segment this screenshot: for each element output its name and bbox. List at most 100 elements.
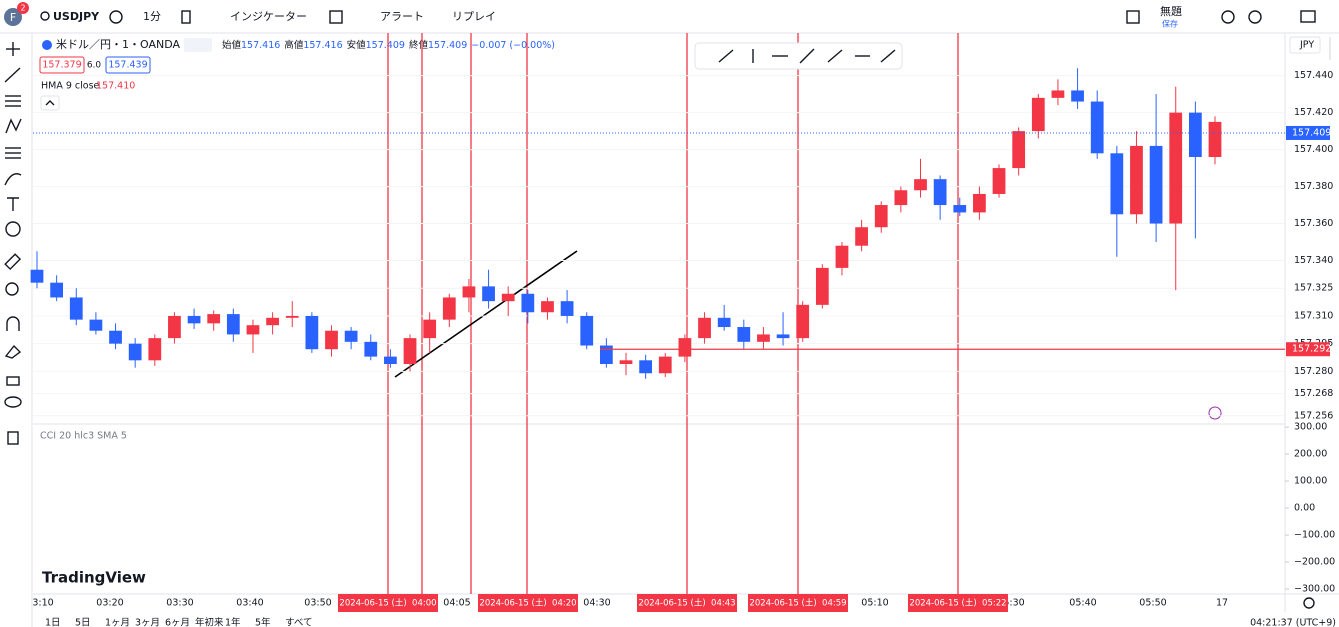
alert[interactable]: アラート bbox=[380, 10, 424, 23]
candle-body bbox=[855, 227, 868, 246]
symbol[interactable]: USDJPY bbox=[53, 10, 100, 23]
candle-body bbox=[325, 330, 338, 350]
cci-tick-label: 100.00 bbox=[1294, 476, 1327, 487]
range-button[interactable]: 年初来 bbox=[195, 617, 224, 627]
candle-body bbox=[403, 338, 417, 365]
candle-body bbox=[1012, 131, 1026, 169]
candle-body bbox=[658, 356, 672, 374]
range-button[interactable]: 1ヶ月 bbox=[105, 618, 130, 627]
candle-body bbox=[305, 315, 319, 350]
avatar[interactable] bbox=[4, 8, 22, 26]
chart-type[interactable] bbox=[181, 10, 191, 24]
y-tick-label: 157.400 bbox=[1294, 144, 1333, 155]
range-button[interactable]: 1日 bbox=[45, 618, 61, 627]
candle-body bbox=[50, 282, 64, 298]
snapshot[interactable] bbox=[1300, 10, 1316, 23]
candle-body bbox=[580, 315, 594, 346]
vertical-lines bbox=[387, 33, 959, 594]
candle-body bbox=[187, 315, 201, 324]
candle-body bbox=[1169, 112, 1183, 224]
indicators[interactable]: インジケーター bbox=[230, 10, 307, 23]
candle-body bbox=[384, 356, 397, 365]
ask: 157.439 bbox=[108, 60, 147, 71]
y-tick-label: 157.360 bbox=[1294, 218, 1333, 229]
top-toolbar bbox=[0, 0, 1339, 33]
cci-tick-label: 200.00 bbox=[1294, 449, 1327, 460]
candle-body bbox=[1031, 97, 1045, 132]
candle-body bbox=[344, 330, 358, 342]
date-marker: 2024-06-15 (土) 05:22 bbox=[909, 598, 1006, 609]
bid: 157.379 bbox=[42, 60, 81, 71]
x-tick-label: 17 bbox=[1216, 598, 1228, 609]
candle-body bbox=[835, 245, 849, 268]
candle-body bbox=[1071, 90, 1084, 102]
trend-line[interactable] bbox=[394, 250, 578, 378]
add-symbol[interactable] bbox=[109, 10, 123, 24]
hline-label-box bbox=[1286, 342, 1330, 357]
layout-name[interactable]: 無題 bbox=[1160, 4, 1182, 18]
range-button[interactable]: すべて bbox=[285, 618, 312, 627]
hline-label: 157.292 bbox=[1292, 344, 1331, 355]
bid-box[interactable] bbox=[39, 56, 85, 74]
candle-body bbox=[1149, 145, 1163, 224]
y-tick-label: 157.440 bbox=[1294, 70, 1333, 81]
date-marker: 2024-06-15 (土) 04:43 bbox=[638, 598, 735, 609]
candle-body bbox=[894, 190, 908, 206]
candle-body bbox=[717, 317, 731, 328]
date-marker-box bbox=[908, 594, 1008, 612]
collapse-legend[interactable] bbox=[40, 95, 60, 111]
candle-body bbox=[776, 334, 790, 339]
currency: JPY bbox=[1299, 40, 1314, 51]
candle-body bbox=[678, 338, 692, 357]
candle-body bbox=[423, 319, 437, 339]
x-tick-label: 03:40 bbox=[236, 598, 263, 609]
x-tick-label: 05:50 bbox=[1139, 598, 1166, 609]
hma-value: 157.410 bbox=[96, 81, 135, 92]
candle-body bbox=[953, 205, 967, 213]
range-button[interactable]: 5日 bbox=[75, 618, 91, 627]
range-button[interactable]: 5年 bbox=[255, 617, 271, 627]
fullscreen[interactable] bbox=[1126, 10, 1140, 24]
candle-body bbox=[560, 301, 574, 316]
y-tick-label: 157.340 bbox=[1294, 255, 1333, 266]
ask-box[interactable] bbox=[105, 56, 151, 74]
settings[interactable] bbox=[1248, 10, 1262, 24]
candle-body bbox=[207, 314, 221, 324]
candle-body bbox=[933, 179, 947, 206]
range-button[interactable]: 6ヶ月 bbox=[165, 618, 190, 627]
quick-search[interactable] bbox=[1221, 10, 1235, 24]
cci-tick-label: 300.00 bbox=[1294, 422, 1327, 433]
range-button[interactable]: 1年 bbox=[225, 617, 241, 627]
footer: 1日 5日 1ヶ月 3ヶ月 6ヶ月 年初来 1年 5年 すべて 04:21:37 (UTC+9) bbox=[45, 617, 1336, 627]
events-icon[interactable] bbox=[1208, 406, 1222, 420]
replay[interactable]: リプレイ bbox=[452, 10, 496, 23]
x-tick-label: 03:30 bbox=[166, 598, 193, 609]
candle-body bbox=[109, 330, 122, 344]
candle-body bbox=[1110, 153, 1124, 215]
candle-body bbox=[285, 315, 299, 318]
candle-body bbox=[501, 293, 515, 302]
drawing-tools[interactable] bbox=[4, 42, 22, 445]
y-tick-label: 157.325 bbox=[1294, 283, 1333, 294]
axis-settings[interactable] bbox=[1303, 597, 1315, 609]
cci-tick-label: −300.00 bbox=[1294, 584, 1335, 595]
x-tick-label: 04:05 bbox=[443, 598, 470, 609]
candle-body bbox=[874, 205, 888, 228]
candle-body bbox=[619, 360, 633, 365]
candle-body bbox=[266, 317, 279, 326]
candle-body bbox=[815, 267, 829, 305]
compare-toggle[interactable] bbox=[184, 38, 212, 52]
layouts[interactable] bbox=[329, 10, 343, 24]
date-marker: 2024-06-15 (土) 04:59 bbox=[749, 598, 846, 609]
candle-body bbox=[69, 297, 83, 320]
interval[interactable]: 1分 bbox=[143, 10, 161, 23]
chevron bbox=[45, 100, 55, 106]
candle-body bbox=[1090, 101, 1104, 154]
drawing-toolbar-icons[interactable] bbox=[718, 48, 896, 64]
candle-body bbox=[796, 304, 810, 339]
candle-body bbox=[992, 168, 1006, 194]
candle-body bbox=[737, 327, 751, 342]
x-tick-label: 05:40 bbox=[1069, 598, 1096, 609]
range-button[interactable]: 3ヶ月 bbox=[135, 618, 160, 627]
